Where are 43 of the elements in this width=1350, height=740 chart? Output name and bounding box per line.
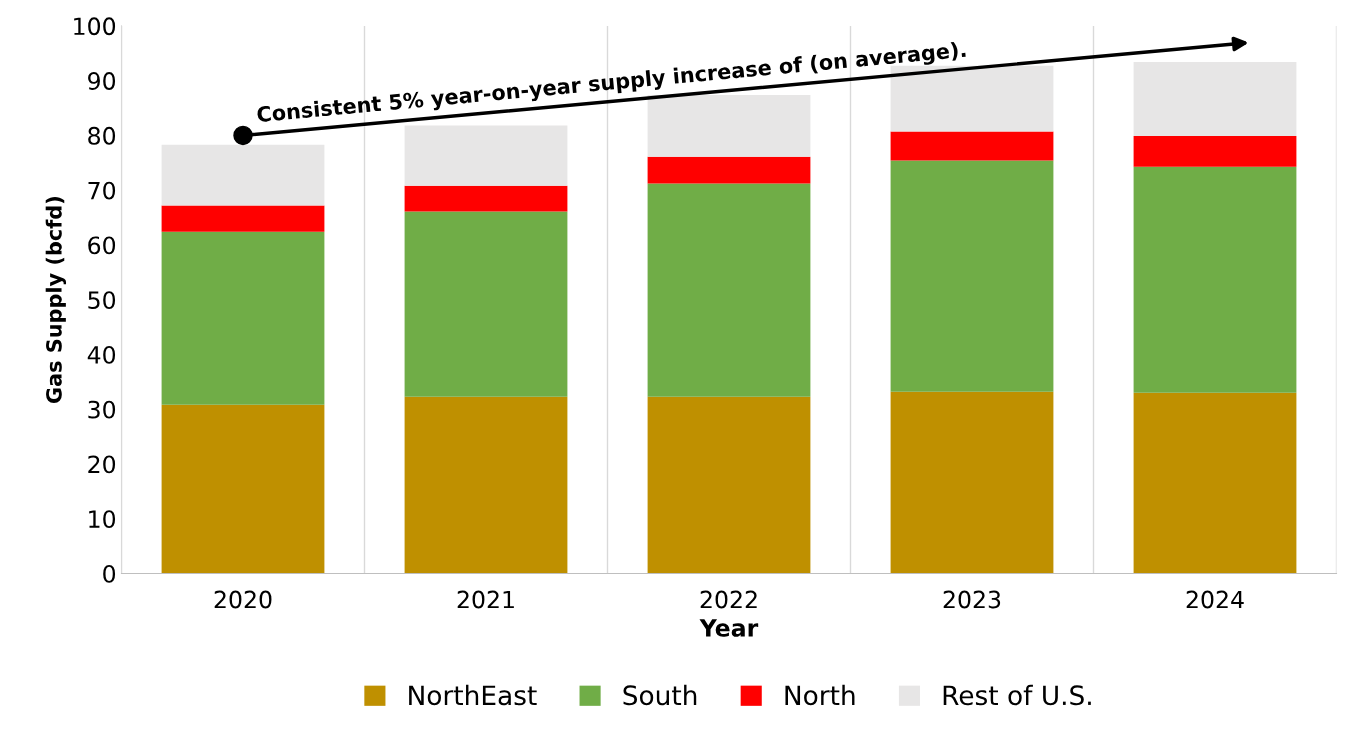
- legend-label: North: [785, 684, 855, 706]
- bar: [404, 125, 568, 186]
- x-tick-label: 2023: [943, 590, 1001, 609]
- x-tick-label: 2024: [1186, 590, 1244, 609]
- bar: [890, 131, 1054, 161]
- x-tick-label: 2022: [700, 590, 757, 609]
- legend-label: South: [623, 684, 697, 706]
- annotation: Consistent 5% year-on-year supply increase of (on average).: [256, 41, 967, 127]
- y-tick-label: 0: [103, 564, 116, 583]
- bar: [1133, 135, 1297, 167]
- y-tick-label: 60: [88, 236, 116, 255]
- bar: [1133, 166, 1297, 393]
- y-tick-label: 90: [88, 72, 116, 90]
- bar: [404, 211, 568, 397]
- bar: [647, 156, 811, 184]
- bar: [161, 404, 325, 574]
- x-tick-label: 2021: [457, 590, 514, 609]
- y-tick-label: 80: [88, 126, 116, 145]
- bar: [890, 160, 1054, 392]
- y-tick-label: 70: [88, 181, 116, 200]
- y-tick-label: 10: [89, 510, 116, 529]
- x-tick-label: 2020: [214, 590, 272, 609]
- y-tick-label: 30: [88, 400, 116, 419]
- x-axis-title: Year: [699, 619, 759, 637]
- legend-label: Rest of U.S.: [943, 684, 1091, 706]
- bar: [161, 205, 325, 232]
- bar: [647, 94, 811, 157]
- bar: [890, 391, 1054, 574]
- bar: [647, 183, 811, 397]
- legend-label: NorthEast: [409, 684, 537, 706]
- bar: [647, 396, 811, 574]
- bar: [404, 185, 568, 212]
- y-tick-label: 20: [88, 455, 116, 474]
- y-tick-label: 50: [88, 291, 116, 310]
- bar: [161, 144, 325, 206]
- y-tick-label: 100: [74, 17, 116, 36]
- bar: [1133, 62, 1297, 136]
- bar: [404, 396, 568, 574]
- y-axis-title: Gas Supply (bcfd): [45, 197, 67, 404]
- bar: [890, 65, 1054, 132]
- y-tick-label: 40: [87, 345, 116, 364]
- bar: [1133, 392, 1297, 574]
- bar: [161, 231, 325, 405]
